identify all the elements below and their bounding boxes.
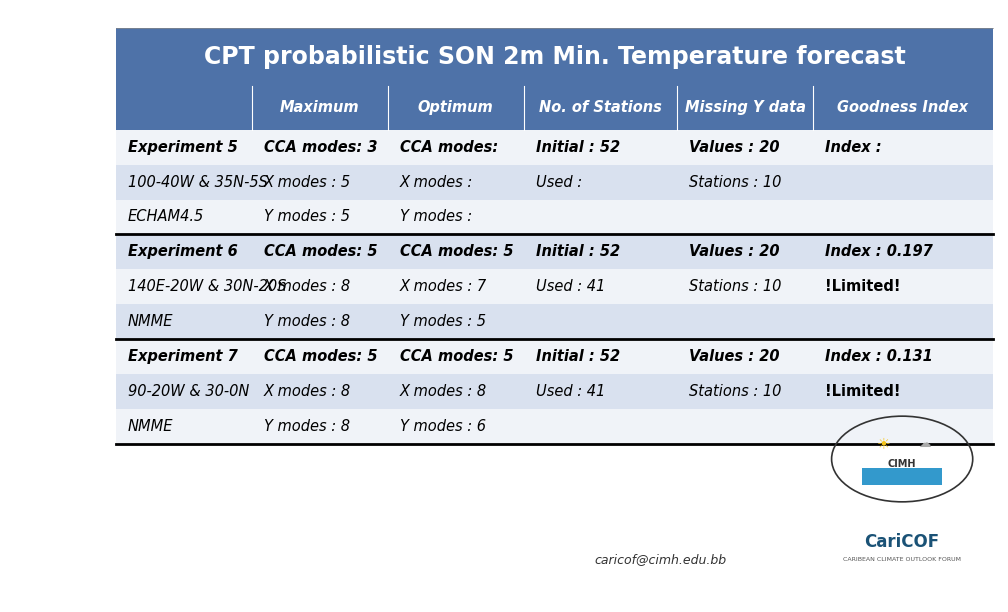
Text: Experiment 6: Experiment 6: [128, 244, 238, 259]
Bar: [116, 409, 993, 444]
Text: Optimum: Optimum: [418, 100, 494, 115]
Text: NMME: NMME: [128, 419, 173, 434]
Bar: [116, 374, 993, 409]
Text: Index : 0.197: Index : 0.197: [826, 244, 933, 259]
Text: CPT probabilistic SON 2m Min. Temperature forecast: CPT probabilistic SON 2m Min. Temperatur…: [204, 45, 905, 69]
Text: CCA modes: 5: CCA modes: 5: [264, 244, 377, 259]
Bar: [116, 130, 993, 165]
Bar: [116, 165, 993, 200]
Text: Index : 0.131: Index : 0.131: [826, 349, 933, 364]
Text: Missing Y data: Missing Y data: [684, 100, 805, 115]
Text: Y modes : 8: Y modes : 8: [264, 419, 350, 434]
Text: Experiment 5: Experiment 5: [128, 140, 238, 155]
Bar: [116, 28, 993, 86]
Text: Y modes :: Y modes :: [400, 209, 472, 225]
Text: Used : 41: Used : 41: [536, 279, 605, 294]
Text: X modes : 5: X modes : 5: [264, 174, 351, 190]
Text: ☁: ☁: [918, 437, 930, 450]
Text: Y modes : 5: Y modes : 5: [400, 314, 486, 329]
Text: Initial : 52: Initial : 52: [536, 140, 620, 155]
Text: Initial : 52: Initial : 52: [536, 349, 620, 364]
Text: X modes : 8: X modes : 8: [264, 384, 351, 399]
Text: Used : 41: Used : 41: [536, 384, 605, 399]
Text: ECHAM4.5: ECHAM4.5: [128, 209, 205, 225]
Bar: [116, 234, 993, 269]
Text: NMME: NMME: [128, 314, 173, 329]
Text: CARIBEAN CLIMATE OUTLOOK FORUM: CARIBEAN CLIMATE OUTLOOK FORUM: [843, 558, 962, 562]
Bar: [116, 269, 993, 304]
Text: Y modes : 5: Y modes : 5: [264, 209, 350, 225]
Text: Used :: Used :: [536, 174, 582, 190]
Text: CIMH: CIMH: [888, 459, 916, 469]
Text: No. of Stations: No. of Stations: [539, 100, 662, 115]
Text: 90-20W & 30-0N: 90-20W & 30-0N: [128, 384, 249, 399]
Text: Index :: Index :: [826, 140, 882, 155]
Text: 100-40W & 35N-5S: 100-40W & 35N-5S: [128, 174, 268, 190]
Text: !Limited!: !Limited!: [826, 384, 901, 399]
Text: CCA modes: 3: CCA modes: 3: [264, 140, 377, 155]
Text: X modes :: X modes :: [400, 174, 473, 190]
Bar: [862, 468, 942, 485]
Text: 140E-20W & 30N-20S: 140E-20W & 30N-20S: [128, 279, 286, 294]
Text: Goodness Index: Goodness Index: [838, 100, 969, 115]
Text: Initial : 52: Initial : 52: [536, 244, 620, 259]
Text: Maximum: Maximum: [280, 100, 360, 115]
Bar: [116, 339, 993, 374]
Text: X modes : 7: X modes : 7: [400, 279, 487, 294]
Text: ☀: ☀: [877, 436, 891, 451]
Text: CCA modes:: CCA modes:: [400, 140, 498, 155]
Text: Values : 20: Values : 20: [689, 140, 780, 155]
Bar: [116, 86, 993, 130]
Text: Y modes : 6: Y modes : 6: [400, 419, 486, 434]
Bar: [116, 200, 993, 234]
Text: CCA modes: 5: CCA modes: 5: [400, 349, 513, 364]
Text: X modes : 8: X modes : 8: [264, 279, 351, 294]
Text: CCA modes: 5: CCA modes: 5: [400, 244, 513, 259]
Text: Stations : 10: Stations : 10: [689, 174, 781, 190]
Text: CCA modes: 5: CCA modes: 5: [264, 349, 377, 364]
Text: Values : 20: Values : 20: [689, 244, 780, 259]
Text: Y modes : 8: Y modes : 8: [264, 314, 350, 329]
Text: X modes : 8: X modes : 8: [400, 384, 487, 399]
Text: !Limited!: !Limited!: [826, 279, 901, 294]
Text: CariCOF: CariCOF: [865, 532, 939, 551]
Bar: [116, 304, 993, 339]
Text: caricof@cimh.edu.bb: caricof@cimh.edu.bb: [594, 553, 727, 567]
Text: Stations : 10: Stations : 10: [689, 279, 781, 294]
Text: Values : 20: Values : 20: [689, 349, 780, 364]
Text: Stations : 10: Stations : 10: [689, 384, 781, 399]
Text: Experiment 7: Experiment 7: [128, 349, 238, 364]
